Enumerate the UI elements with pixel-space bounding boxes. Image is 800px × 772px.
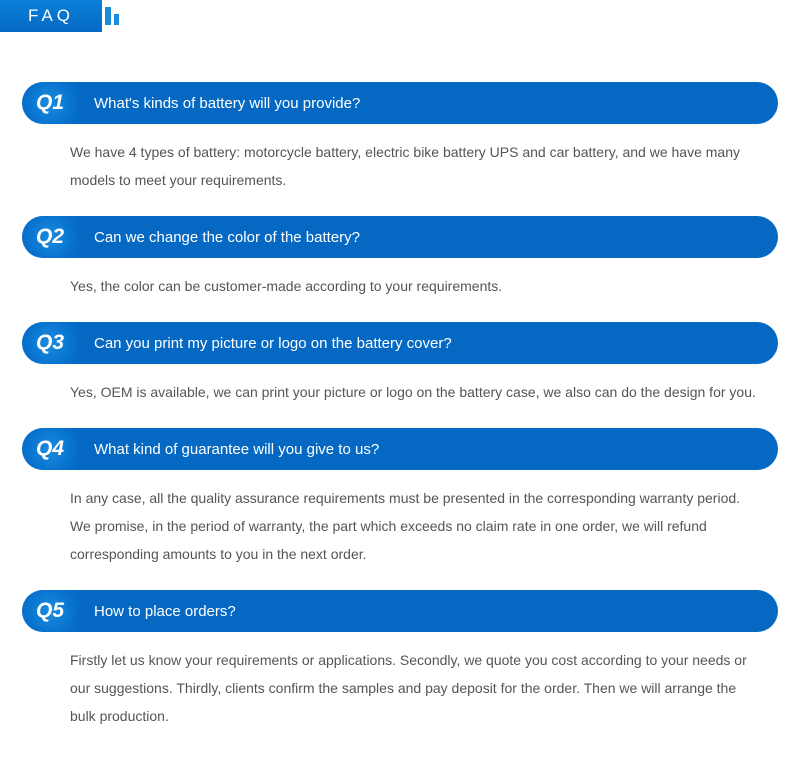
decoration-block: [114, 14, 119, 25]
question-text: What kind of guarantee will you give to …: [78, 441, 379, 458]
faq-question-row: Q2 Can we change the color of the batter…: [22, 216, 778, 258]
faq-question-row: Q3 Can you print my picture or logo on t…: [22, 322, 778, 364]
question-badge: Q2: [22, 216, 78, 258]
faq-content: Q1 What's kinds of battery will you prov…: [0, 62, 800, 772]
faq-question-row: Q5 How to place orders?: [22, 590, 778, 632]
faq-question-row: Q1 What's kinds of battery will you prov…: [22, 82, 778, 124]
header-decoration: [105, 7, 119, 25]
faq-item: Q5 How to place orders? Firstly let us k…: [22, 590, 778, 744]
page-header: FAQ: [0, 0, 800, 32]
question-badge: Q1: [22, 82, 78, 124]
faq-question-row: Q4 What kind of guarantee will you give …: [22, 428, 778, 470]
page-title: FAQ: [0, 0, 102, 32]
answer-text: Firstly let us know your requirements or…: [22, 632, 778, 744]
faq-item: Q2 Can we change the color of the batter…: [22, 216, 778, 314]
answer-text: We have 4 types of battery: motorcycle b…: [22, 124, 778, 208]
answer-text: Yes, OEM is available, we can print your…: [22, 364, 778, 420]
question-text: Can you print my picture or logo on the …: [78, 335, 452, 352]
answer-text: In any case, all the quality assurance r…: [22, 470, 778, 582]
question-text: Can we change the color of the battery?: [78, 229, 360, 246]
faq-item: Q3 Can you print my picture or logo on t…: [22, 322, 778, 420]
faq-item: Q1 What's kinds of battery will you prov…: [22, 82, 778, 208]
question-text: How to place orders?: [78, 603, 236, 620]
question-badge: Q5: [22, 590, 78, 632]
answer-text: Yes, the color can be customer-made acco…: [22, 258, 778, 314]
question-badge: Q3: [22, 322, 78, 364]
faq-item: Q4 What kind of guarantee will you give …: [22, 428, 778, 582]
decoration-block: [105, 7, 111, 25]
question-text: What's kinds of battery will you provide…: [78, 95, 360, 112]
question-badge: Q4: [22, 428, 78, 470]
